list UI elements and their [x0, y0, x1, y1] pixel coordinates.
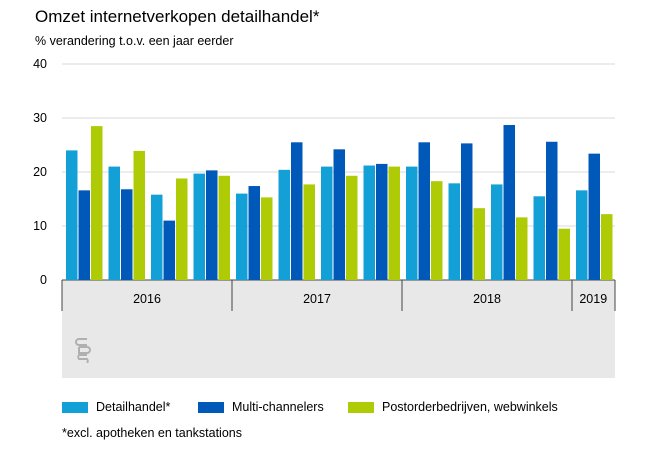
bar: [533, 196, 545, 280]
bar: [363, 165, 375, 280]
x-axis-band: [62, 280, 615, 378]
bar: [406, 166, 418, 280]
bar-chart: 0 10 20 30 40 2016 2017 2018 2019: [33, 57, 616, 378]
chart-subtitle: % verandering t.o.v. een jaar eerder: [35, 34, 234, 48]
cbs-logo-icon: [72, 337, 94, 364]
bar: [333, 149, 345, 280]
legend-item-multi-channelers: Multi-channelers: [198, 400, 348, 414]
footnote: *excl. apotheken en tankstations: [62, 426, 242, 440]
y-tick-label: 30: [33, 111, 47, 125]
bar: [431, 181, 443, 280]
legend-swatch: [348, 401, 374, 413]
bar: [291, 142, 303, 280]
legend-swatch: [198, 401, 224, 413]
legend-item-postorderbedrijven: Postorderbedrijven, webwinkels: [348, 400, 558, 414]
bar: [91, 126, 103, 280]
bar: [461, 143, 473, 280]
y-tick-label: 20: [33, 165, 47, 179]
chart-legend: Detailhandel* Multi-channelers Postorder…: [62, 400, 558, 414]
y-tick-label: 40: [33, 57, 47, 71]
bar: [133, 150, 145, 280]
bar: [78, 190, 90, 280]
bar: [376, 163, 388, 280]
legend-label: Postorderbedrijven, webwinkels: [382, 400, 558, 414]
bar: [601, 214, 613, 280]
bar: [278, 169, 290, 280]
bar: [321, 166, 333, 280]
legend-item-detailhandel: Detailhandel*: [62, 400, 198, 414]
x-tick-label: 2019: [579, 292, 607, 306]
bar: [473, 208, 485, 280]
bar: [151, 194, 163, 280]
y-tick-label: 10: [33, 219, 47, 233]
x-tick-label: 2017: [303, 292, 331, 306]
legend-label: Detailhandel*: [96, 400, 171, 414]
bar: [248, 186, 260, 280]
bar: [66, 150, 78, 280]
bar: [163, 220, 175, 280]
bar: [588, 153, 600, 280]
x-tick-label: 2018: [473, 292, 501, 306]
x-tick-label: 2016: [133, 292, 161, 306]
bar: [121, 189, 133, 280]
bar: [108, 166, 120, 280]
bar: [448, 183, 460, 280]
bar: [303, 184, 315, 280]
bar: [218, 175, 230, 280]
legend-label: Multi-channelers: [232, 400, 324, 414]
legend-swatch: [62, 401, 88, 413]
bar: [576, 190, 588, 280]
bar: [503, 125, 515, 281]
bar: [206, 170, 218, 280]
chart-title: Omzet internetverkopen detailhandel*: [35, 7, 320, 26]
bar: [193, 173, 205, 280]
bar: [176, 178, 188, 280]
bar: [558, 228, 570, 280]
bar: [346, 175, 358, 280]
y-tick-label: 0: [40, 273, 47, 287]
bar: [546, 141, 558, 280]
bar: [491, 184, 503, 280]
bar: [261, 197, 273, 280]
bar: [236, 193, 248, 280]
bar: [418, 142, 430, 280]
bar: [388, 166, 400, 280]
bar: [516, 217, 528, 280]
